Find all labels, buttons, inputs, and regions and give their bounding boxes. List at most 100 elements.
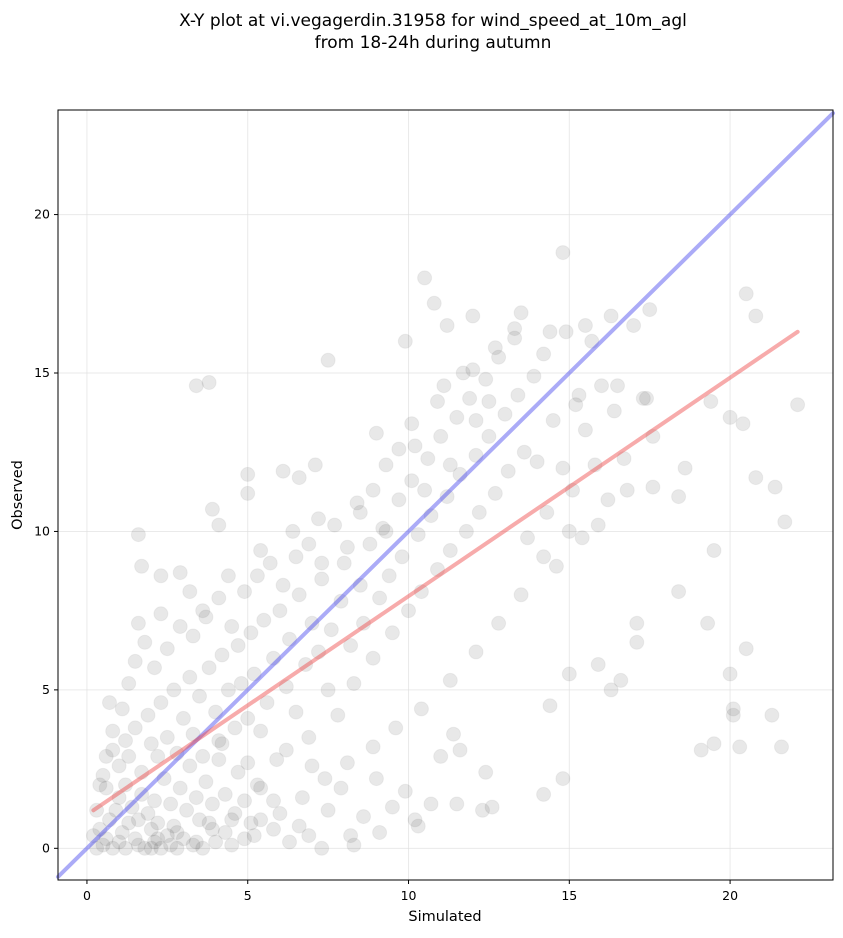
data-point [323,622,339,638]
data-point [233,676,249,691]
chart-title-line-2: from 18-24h during autumn [315,33,552,53]
data-point [568,397,584,413]
data-point [584,333,600,349]
data-point [282,631,297,647]
data-point [291,818,307,834]
data-point [85,828,101,844]
data-point [153,695,169,711]
data-point [555,771,571,787]
data-point [407,438,423,454]
data-point [677,460,693,476]
data-points [85,245,806,856]
data-point [722,409,738,425]
data-point [272,806,288,821]
data-point [130,812,146,828]
grid [58,110,833,880]
data-point [192,812,207,828]
data-point [182,584,198,600]
data-point [365,482,381,498]
data-point [301,729,317,745]
data-point [548,558,564,574]
data-point [735,416,751,432]
data-point [246,828,262,844]
data-point [320,682,336,698]
data-point [500,463,516,479]
data-point [642,302,658,318]
data-point [111,834,127,850]
data-point [188,378,204,394]
data-point [314,571,330,587]
y-tick-label: 15 [34,365,50,380]
data-point [561,523,577,539]
data-point [481,428,497,444]
data-point [130,527,146,543]
data-point [777,514,793,530]
data-point [725,707,741,723]
data-point [92,777,108,793]
data-point [118,840,133,856]
data-point [301,828,317,844]
data-point [269,752,285,768]
data-point [645,479,661,495]
data-point [362,536,378,552]
data-point [352,504,368,520]
data-point [121,815,137,831]
data-point [166,682,182,698]
data-point [163,837,179,853]
data-point [137,634,153,650]
data-point [150,748,166,764]
data-point [626,318,642,333]
data-point [449,409,465,425]
data-point [539,504,555,520]
data-point [372,590,388,606]
data-point [224,812,240,828]
y-tick-label: 10 [34,523,50,538]
data-point [455,365,471,381]
data-point [240,466,256,482]
data-point [703,394,719,409]
data-point [420,451,436,467]
data-point [195,748,211,764]
data-point [147,834,162,850]
data-point [468,644,484,660]
data-point [468,413,484,428]
data-point [536,549,552,565]
data-point [590,517,606,533]
data-point [423,796,439,812]
data-point [629,634,645,650]
data-point [127,831,143,847]
data-point [143,821,159,837]
data-point [346,676,362,691]
data-point [230,764,246,780]
data-point [433,748,449,764]
data-point [217,786,233,802]
data-point [246,666,262,682]
data-point [790,397,806,413]
data-point [507,321,523,337]
data-point [237,831,252,847]
data-point [92,821,108,837]
x-tick-label: 0 [83,888,91,903]
data-point [243,625,259,641]
data-point [201,815,217,831]
data-point [211,733,227,749]
data-point [275,463,291,479]
data-point [140,806,156,821]
data-point [266,650,281,666]
data-point [102,695,117,711]
data-point [555,245,571,261]
data-point [204,796,220,812]
data-point [182,758,198,774]
data-point [208,704,224,720]
data-point [243,815,259,831]
data-point [732,739,748,755]
data-point [188,790,204,806]
regression-line [91,329,800,813]
data-point [105,742,121,758]
data-point [356,615,371,631]
data-point [195,603,211,619]
data-point [211,752,227,768]
plot-frame [57,109,834,881]
data-point [452,466,468,482]
data-point [185,837,201,853]
